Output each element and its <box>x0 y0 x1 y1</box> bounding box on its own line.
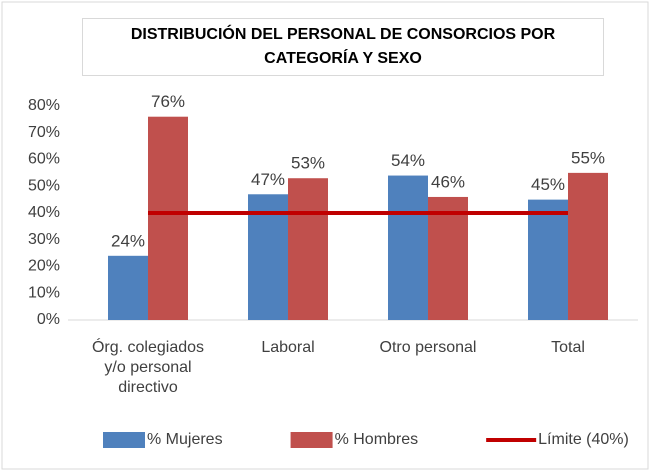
bar <box>148 116 188 320</box>
y-tick-label: 10% <box>28 284 60 301</box>
y-tick-label: 30% <box>28 231 60 248</box>
bar <box>108 255 148 320</box>
bar <box>388 175 428 320</box>
data-label: 55% <box>571 148 605 167</box>
x-tick-label: Laboral <box>261 339 315 356</box>
y-tick-label: 0% <box>37 311 60 328</box>
x-tick-label: Otro personal <box>379 339 477 356</box>
bar <box>568 172 608 320</box>
legend-label: % Hombres <box>335 431 419 448</box>
data-label: 47% <box>251 170 285 189</box>
y-tick-label: 40% <box>28 204 60 221</box>
y-tick-label: 60% <box>28 151 60 168</box>
legend-swatch <box>290 432 333 448</box>
bar <box>248 194 288 320</box>
y-tick-label: 80% <box>28 97 60 114</box>
data-label: 76% <box>151 92 185 111</box>
legend-label: Límite (40%) <box>538 431 629 448</box>
bar <box>288 178 328 320</box>
data-label: 54% <box>391 151 425 170</box>
x-tick-label: Total <box>551 339 585 356</box>
chart-title: DISTRIBUCIÓN DEL PERSONAL DE CONSORCIOS … <box>82 18 604 76</box>
y-tick-label: 50% <box>28 177 60 194</box>
data-label: 45% <box>531 175 565 194</box>
bar <box>528 199 568 320</box>
data-label: 46% <box>431 172 465 191</box>
data-label: 24% <box>111 231 145 250</box>
bar <box>428 196 468 320</box>
y-tick-label: 20% <box>28 258 60 275</box>
legend-swatch <box>103 432 145 448</box>
x-tick-label: Órg. colegiados y/o personal directivo <box>91 339 205 396</box>
legend-label: % Mujeres <box>147 431 223 448</box>
data-label: 53% <box>291 154 325 173</box>
y-tick-label: 70% <box>28 124 60 141</box>
